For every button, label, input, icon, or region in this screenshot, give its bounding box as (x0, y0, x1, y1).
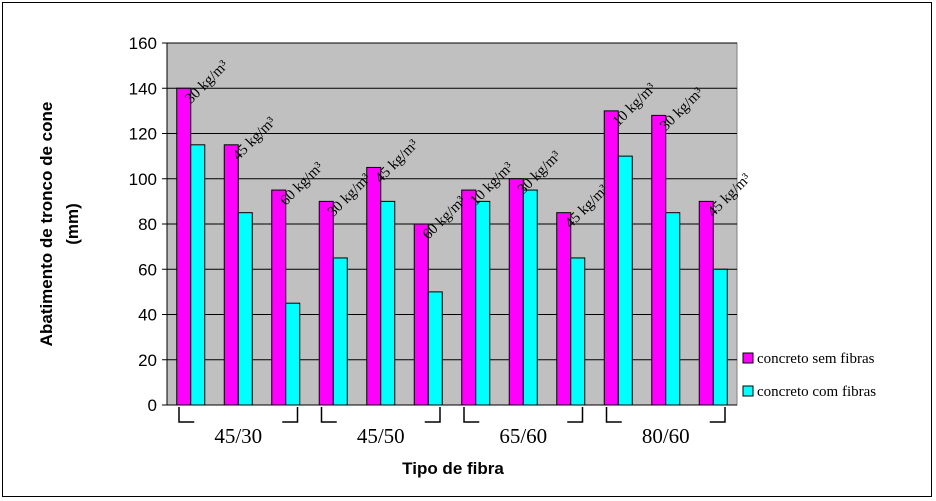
y-tick-label: 120 (129, 125, 157, 144)
y-tick-labels: 0 20 40 60 80 100 120 140 160 (129, 34, 167, 415)
group-bracket-left (320, 407, 337, 423)
legend-swatch (742, 352, 754, 364)
bar-com-fibras (285, 302, 301, 406)
bar-com-fibras (665, 212, 681, 406)
bar-sem-fibras (176, 87, 192, 406)
group-bracket-left (178, 407, 195, 423)
bar-com-fibras (380, 200, 396, 406)
y-tick-label: 60 (138, 260, 157, 279)
group-label: 65/60 (499, 424, 547, 448)
bar-com-fibras (237, 212, 253, 406)
group-labels: 45/30 45/50 65/60 80/60 (178, 407, 726, 448)
group-bracket-right (282, 407, 299, 423)
bar-com-fibras (475, 200, 491, 406)
bar-sem-fibras (461, 189, 477, 406)
group-label: 45/30 (214, 424, 262, 448)
bar-com-fibras (617, 155, 633, 406)
bar-com-fibras (522, 189, 538, 406)
legend: concreto sem fibras concreto com fibras (742, 351, 876, 400)
legend-label: concreto sem fibras (757, 351, 875, 367)
bar-com-fibras (712, 268, 728, 406)
bar-sem-fibras (413, 223, 429, 406)
bar-sem-fibras (223, 144, 239, 406)
bar-com-fibras (332, 257, 348, 406)
bar-sem-fibras (366, 166, 382, 406)
group-bracket-right (567, 407, 584, 423)
bar-sem-fibras (603, 110, 619, 406)
bar-sem-fibras (556, 212, 572, 406)
group-label: 80/60 (642, 424, 690, 448)
bar-sem-fibras (651, 114, 667, 406)
y-tick-label: 0 (148, 396, 157, 415)
y-axis-label-line2: (mm) (63, 203, 82, 245)
y-tick-label: 80 (138, 215, 157, 234)
legend-swatch (742, 385, 754, 397)
group-label: 45/50 (357, 424, 405, 448)
y-tick-label: 20 (138, 351, 157, 370)
bar-sem-fibras (271, 189, 287, 406)
y-tick-label: 160 (129, 34, 157, 53)
group-bracket-left (463, 407, 480, 423)
group-bracket-right (424, 407, 441, 423)
legend-label: concreto com fibras (757, 384, 876, 400)
bars (176, 87, 728, 406)
bar-sem-fibras (318, 200, 334, 406)
y-tick-label: 140 (129, 79, 157, 98)
bar-sem-fibras (508, 178, 524, 406)
group-bracket-left (605, 407, 622, 423)
bar-com-fibras (570, 257, 586, 406)
y-tick-label: 40 (138, 306, 157, 325)
y-tick-label: 100 (129, 170, 157, 189)
y-axis-label-line1: Abatimento de tronco de cone (37, 102, 56, 347)
x-axis-label: Tipo de fibra (402, 459, 504, 478)
bar-com-fibras (427, 291, 443, 406)
gridlines (167, 42, 737, 361)
group-bracket-right (709, 407, 726, 423)
bar-sem-fibras (698, 200, 714, 406)
bar-com-fibras (190, 144, 206, 406)
